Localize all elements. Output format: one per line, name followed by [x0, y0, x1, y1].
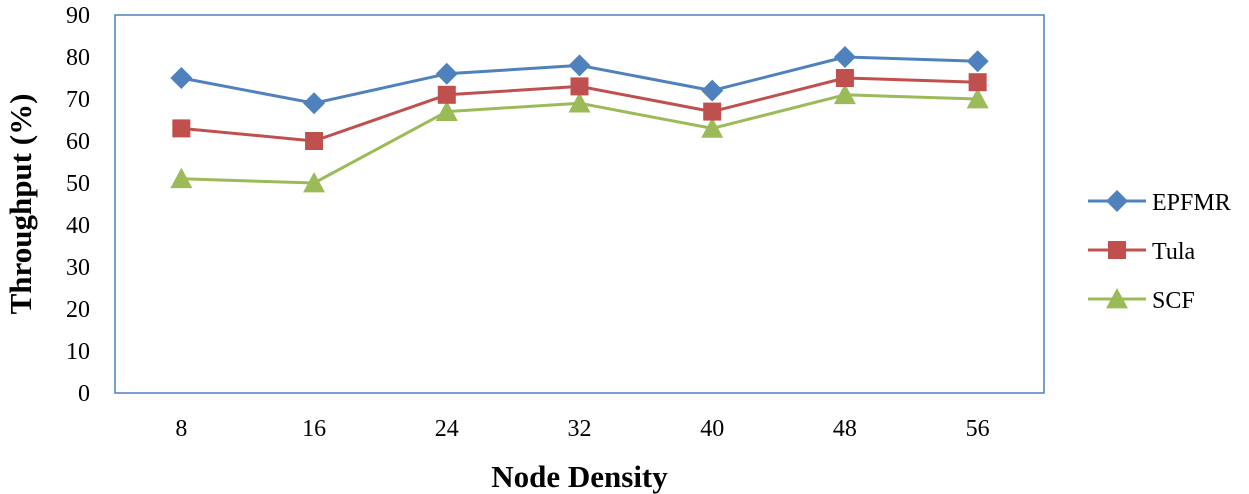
legend-label: Tula — [1152, 239, 1195, 265]
x-tick-label: 32 — [568, 416, 592, 442]
data-point-tula — [703, 102, 722, 121]
y-tick-label: 30 — [66, 255, 90, 281]
series-layer — [170, 46, 989, 193]
data-point-scf — [701, 117, 724, 138]
x-tick-label: 40 — [700, 416, 724, 442]
y-tick-label: 70 — [66, 87, 90, 113]
x-tick-label: 48 — [833, 416, 857, 442]
legend-item-scf: SCF — [1088, 288, 1195, 314]
data-point-tula — [172, 119, 191, 138]
data-point-epfmr — [303, 92, 326, 115]
data-point-tula — [437, 85, 456, 104]
data-point-scf — [303, 172, 326, 193]
y-tick-label: 40 — [66, 213, 90, 239]
x-tick-label: 24 — [435, 416, 459, 442]
data-point-epfmr — [701, 79, 724, 102]
data-point-epfmr — [435, 62, 458, 85]
y-tick-label: 90 — [66, 3, 90, 29]
y-tick-label: 80 — [66, 45, 90, 71]
y-axis-title: Throughput (%) — [3, 94, 38, 315]
data-point-tula — [835, 69, 854, 87]
plot-area — [114, 14, 1045, 394]
legend-marker-tula — [1108, 241, 1126, 259]
data-point-epfmr — [966, 50, 989, 73]
x-tick-label: 16 — [302, 416, 326, 442]
data-point-tula — [968, 73, 987, 92]
legend-label: SCF — [1152, 288, 1195, 314]
legend: EPFMR Tula SCF — [1088, 190, 1231, 314]
legend-marker-scf — [1106, 288, 1128, 309]
x-tick-label: 8 — [175, 416, 187, 442]
data-point-scf — [966, 88, 989, 109]
legend-item-tula: Tula — [1088, 239, 1195, 265]
legend-marker-epfmr — [1106, 190, 1128, 212]
y-tick-label: 20 — [66, 297, 90, 323]
data-point-epfmr — [833, 46, 856, 68]
x-axis-title: Node Density — [491, 459, 668, 494]
data-point-scf — [568, 92, 591, 113]
y-tick-label: 60 — [66, 129, 90, 155]
data-point-scf — [170, 167, 193, 189]
legend-label: EPFMR — [1152, 190, 1231, 216]
x-tick-label: 56 — [966, 416, 990, 442]
legend-item-epfmr: EPFMR — [1088, 190, 1231, 216]
y-tick-label: 10 — [66, 339, 90, 365]
y-axis-ticks: 0 10 20 30 40 50 60 70 80 90 — [66, 3, 90, 407]
series-epfmr — [170, 46, 989, 115]
series-tula — [172, 69, 987, 150]
data-point-scf — [833, 83, 856, 105]
data-point-tula — [305, 132, 324, 150]
y-tick-label: 50 — [66, 171, 90, 197]
data-point-epfmr — [568, 54, 591, 77]
y-tick-label: 0 — [78, 381, 90, 407]
x-axis-ticks: 8 16 24 32 40 48 56 — [175, 416, 989, 442]
data-point-tula — [570, 77, 589, 96]
data-point-scf — [435, 100, 458, 121]
data-point-epfmr — [170, 67, 193, 89]
series-scf — [170, 83, 989, 193]
